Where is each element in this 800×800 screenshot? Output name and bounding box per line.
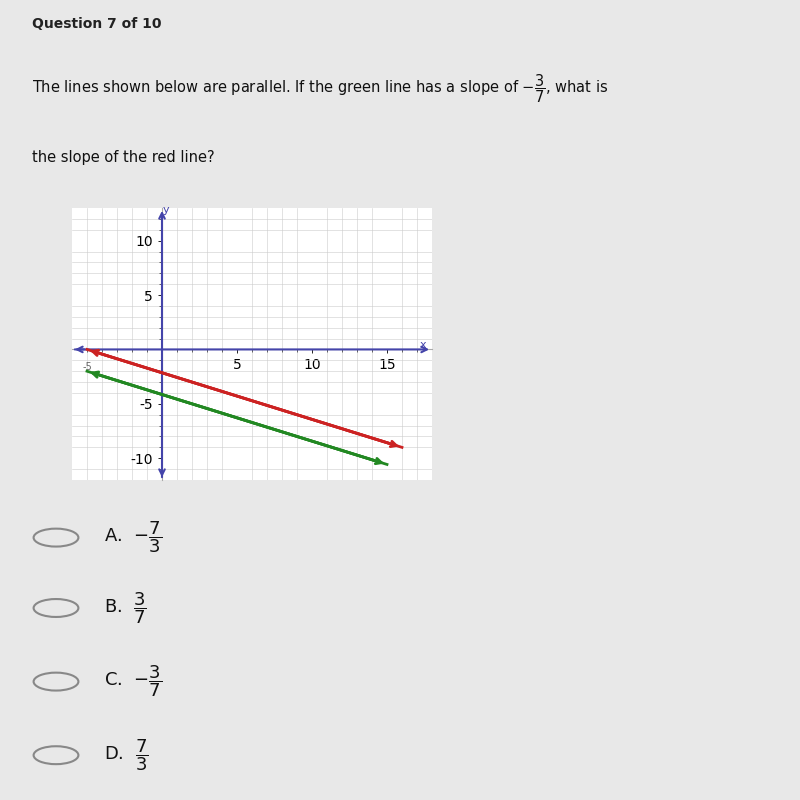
Text: Question 7 of 10: Question 7 of 10 (32, 17, 162, 30)
Text: y: y (162, 206, 169, 215)
Text: x: x (420, 340, 426, 350)
Text: D.  $\dfrac{7}{3}$: D. $\dfrac{7}{3}$ (104, 738, 149, 773)
Text: A.  $-\dfrac{7}{3}$: A. $-\dfrac{7}{3}$ (104, 520, 162, 555)
Text: C.  $-\dfrac{3}{7}$: C. $-\dfrac{3}{7}$ (104, 664, 162, 699)
Text: The lines shown below are parallel. If the green line has a slope of $-\dfrac{3}: The lines shown below are parallel. If t… (32, 73, 608, 106)
Text: the slope of the red line?: the slope of the red line? (32, 150, 214, 165)
Text: -5: -5 (82, 362, 92, 373)
Text: B.  $\dfrac{3}{7}$: B. $\dfrac{3}{7}$ (104, 590, 147, 626)
